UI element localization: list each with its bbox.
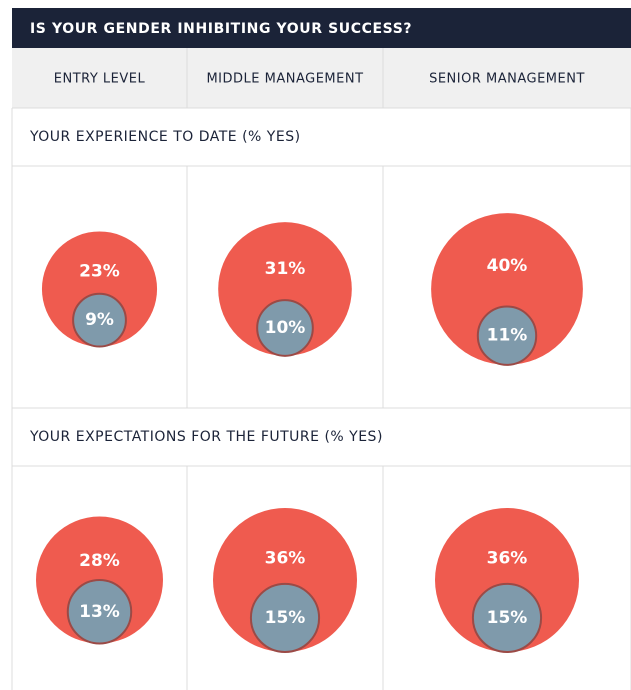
- chart-title: IS YOUR GENDER INHIBITING YOUR SUCCESS?: [30, 21, 412, 37]
- bubble: [471, 582, 543, 653]
- bubble: [256, 299, 314, 357]
- value-label: 36%: [487, 548, 528, 568]
- header-row: [12, 48, 631, 108]
- value-label: 11%: [487, 326, 528, 346]
- value-label: 9%: [85, 310, 114, 330]
- section-title: YOUR EXPERIENCE TO DATE (% YES): [29, 129, 301, 145]
- bubble: [66, 579, 133, 645]
- bubble: [249, 582, 321, 653]
- column-header: MIDDLE MANAGEMENT: [206, 72, 363, 87]
- value-label: 23%: [79, 262, 120, 282]
- value-label: 10%: [265, 318, 306, 338]
- bubble: [431, 213, 583, 365]
- bubble: [435, 508, 579, 652]
- value-label: 28%: [79, 551, 120, 571]
- value-label: 13%: [79, 602, 120, 622]
- value-label: 36%: [265, 548, 306, 568]
- section-title: YOUR EXPECTATIONS FOR THE FUTURE (% YES): [29, 429, 383, 445]
- column-header: SENIOR MANAGEMENT: [429, 72, 585, 87]
- bubble: [72, 292, 127, 348]
- value-label: 40%: [487, 256, 528, 276]
- column-header: ENTRY LEVEL: [54, 72, 146, 87]
- bubble: [476, 305, 538, 366]
- value-label: 31%: [265, 259, 306, 279]
- value-label: 15%: [265, 608, 306, 628]
- value-label: 15%: [487, 608, 528, 628]
- bubble: [218, 222, 352, 356]
- bubble: [213, 508, 357, 652]
- title-bar: [12, 8, 631, 48]
- bubble: [41, 231, 158, 347]
